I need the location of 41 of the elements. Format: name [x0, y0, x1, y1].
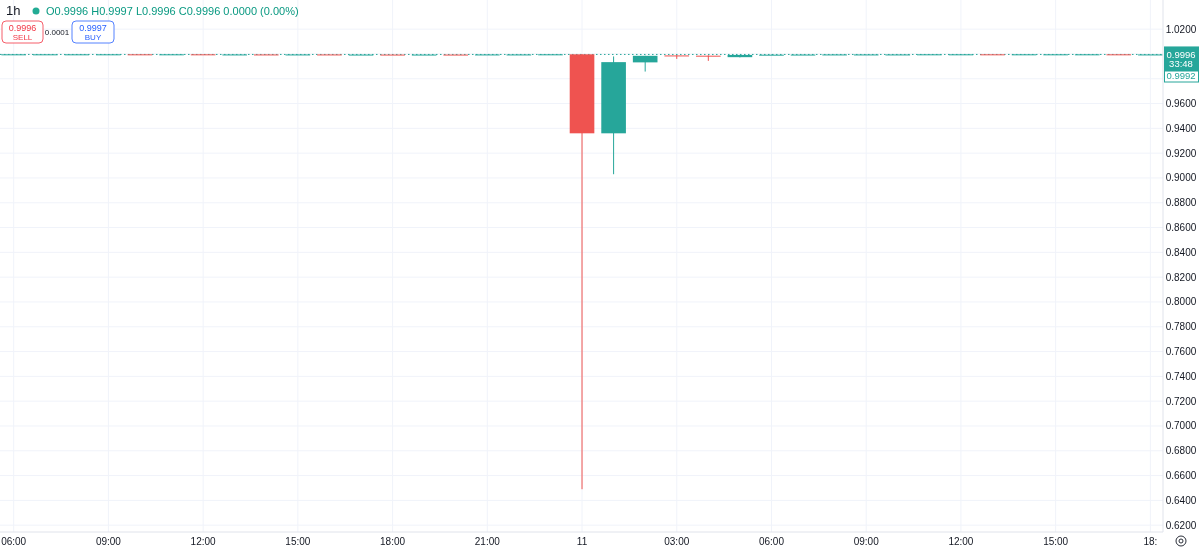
annotation: O0.9996 H0.9997 L0.9996 C0.9996 0.0000 (0.00%)	[46, 5, 299, 17]
y-tick-label: 0.8400	[1165, 246, 1197, 258]
y-tick-label: 0.6800	[1165, 445, 1197, 457]
y-tick-label: 0.8200	[1165, 271, 1197, 283]
x-tick-label: 06:00	[1, 536, 27, 547]
y-tick-label: 0.8000	[1165, 296, 1197, 308]
y-tick-label: 0.9600	[1165, 98, 1197, 110]
x-tick-label: 12:00	[190, 536, 217, 547]
x-tick-label: 15:00	[285, 536, 311, 547]
y-tick-label: 0.7200	[1165, 395, 1197, 407]
x-tick-label: 12:00	[948, 536, 974, 547]
y-tick-label: 0.7400	[1165, 370, 1197, 382]
x-tick-label: 18:00	[380, 536, 406, 547]
x-tick-label: 09:00	[95, 536, 122, 547]
chart-title: 1h	[6, 3, 21, 18]
annotation: SELL	[12, 33, 33, 42]
x-tick-label: 11	[576, 536, 588, 547]
y-tick-label: 0.8600	[1165, 222, 1197, 234]
x-tick-label: 18:	[1143, 536, 1158, 547]
y-tick-label: 0.6400	[1165, 494, 1197, 506]
x-tick-label: 15:00	[1043, 536, 1069, 547]
annotation: 0.0001	[44, 28, 70, 37]
annotation: 0.9996	[8, 23, 37, 33]
x-tick-label: 09:00	[853, 536, 880, 547]
y-tick-label: 0.9200	[1165, 147, 1197, 159]
y-tick-label: 0.9000	[1165, 172, 1197, 184]
y-tick-label: 0.7800	[1165, 321, 1197, 333]
y-tick-label: 1.0200	[1165, 23, 1197, 35]
y-tick-label: 0.8800	[1165, 197, 1197, 209]
y-tick-label: 0.7000	[1165, 420, 1197, 432]
annotation: BUY	[84, 33, 102, 42]
x-tick-label: 21:00	[474, 536, 501, 547]
x-tick-label: 06:00	[758, 536, 785, 547]
y-tick-label: 0.9400	[1165, 122, 1197, 134]
y-tick-label: 0.6200	[1165, 519, 1197, 531]
ref-line-label: 0.9996	[1166, 48, 1196, 60]
annotation: 0.9997	[79, 23, 107, 33]
x-tick-label: 03:00	[664, 536, 690, 547]
text: 33:48	[1169, 58, 1193, 69]
y-tick-label: 0.6600	[1165, 470, 1197, 482]
y-tick-label: 0.7600	[1165, 346, 1197, 358]
